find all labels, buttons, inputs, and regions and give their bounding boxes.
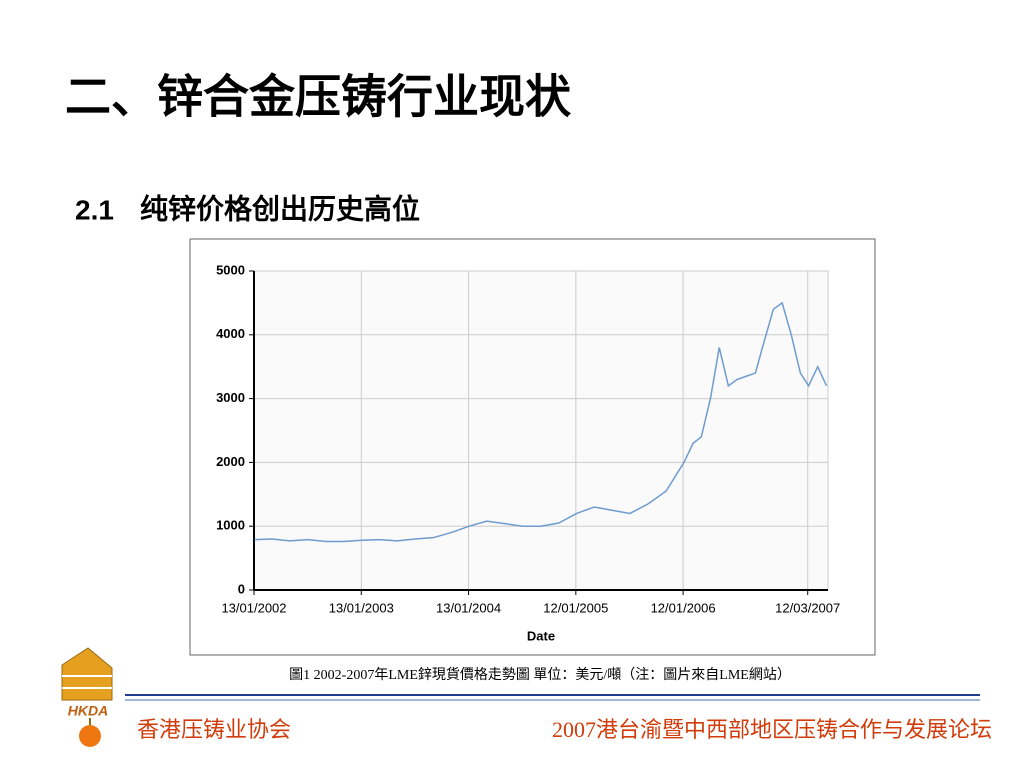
slide-title: 二、锌合金压铸行业现状 <box>65 72 572 123</box>
y-tick-label: 3000 <box>216 390 245 405</box>
plot: 0 1000 2000 3000 4000 5000 13/01/2002 13/01/200… <box>216 262 840 643</box>
logo: HKDA <box>61 647 113 747</box>
footer-left: 香港压铸业协会 <box>137 717 291 742</box>
logo-text: HKDA <box>68 703 108 719</box>
section-number: 2.1 <box>75 194 114 225</box>
y-tick-label: 1000 <box>216 518 245 533</box>
x-tick-label: 12/03/2007 <box>775 600 840 615</box>
y-tick-label: 0 <box>238 581 245 596</box>
caption: 圖1 2002-2007年LME鋅現貨價格走勢圖 單位：美元/噸（注：圖片來自L… <box>289 666 791 683</box>
y-tick-label: 2000 <box>216 454 245 469</box>
footer-right: 2007港台渝暨中西部地区压铸合作与发展论坛 <box>552 717 992 742</box>
plot-area <box>253 270 829 591</box>
x-tick-label: 13/01/2002 <box>221 600 286 615</box>
y-tick-label: 5000 <box>216 262 245 277</box>
x-axis-title: Date <box>527 628 555 643</box>
x-tick-label: 12/01/2006 <box>651 600 716 615</box>
x-tick-label: 13/01/2003 <box>329 600 394 615</box>
x-tick-label: 13/01/2004 <box>436 600 501 615</box>
x-tick-label: 12/01/2005 <box>543 600 608 615</box>
section-title: 纯锌价格创出历史高位 <box>140 192 420 225</box>
y-tick-label: 4000 <box>216 326 245 341</box>
price-line <box>254 301 828 543</box>
